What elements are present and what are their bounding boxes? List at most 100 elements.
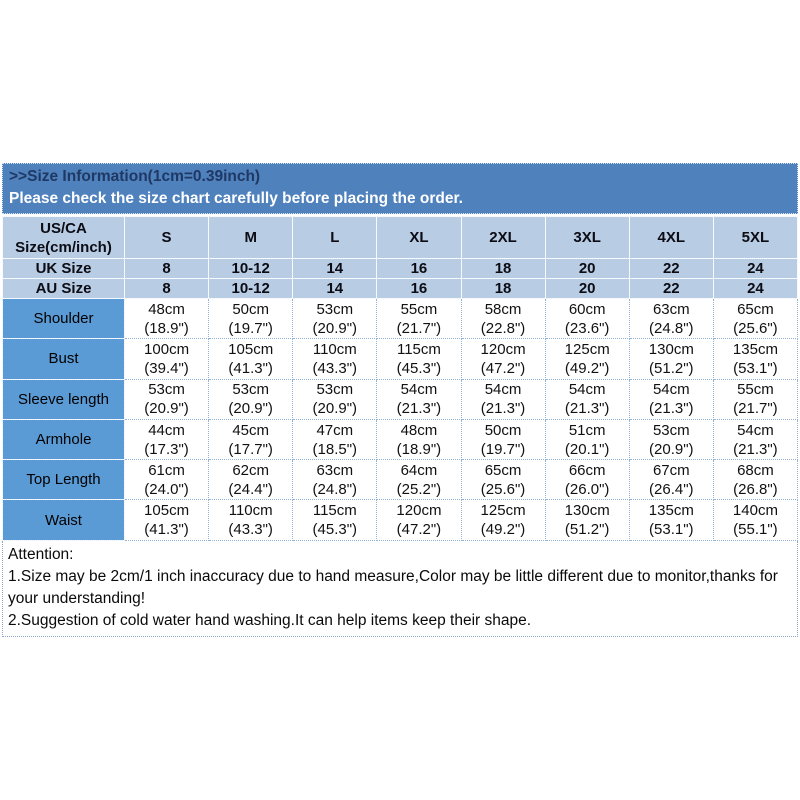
table-row-shoulder: Shoulder 48cm (18.9") 50cm (19.7") 53cm …: [2, 297, 799, 340]
size-cell: 54cm (21.3"): [460, 378, 546, 420]
size-cell: 65cm (25.6"): [712, 297, 799, 340]
size-cell: 47cm (18.5"): [292, 418, 378, 461]
table-row-bust: Bust 100cm (39.4") 105cm (41.3") 110cm (…: [2, 338, 799, 380]
size-cell: 100cm (39.4"): [123, 338, 210, 380]
table-row-top-length: Top Length 61cm (24.0") 62cm (24.4") 63c…: [2, 459, 799, 501]
size-cell: 115cm (45.3"): [376, 338, 462, 380]
banner-subtitle: Please check the size chart carefully be…: [9, 190, 463, 207]
size-cell: 130cm (51.2"): [544, 499, 630, 541]
corner-header-cell: US/CA Size(cm/inch): [2, 216, 125, 259]
uk-size-cell: 10-12: [208, 258, 294, 279]
size-cell: 62cm (24.4"): [208, 459, 294, 501]
row-label-waist: Waist: [2, 499, 125, 541]
size-cell: 48cm (18.9"): [376, 418, 462, 461]
size-cell: 44cm (17.3"): [123, 418, 210, 461]
table-row-armhole: Armhole 44cm (17.3") 45cm (17.7") 47cm (…: [2, 418, 799, 461]
size-cell: 51cm (20.1"): [544, 418, 630, 461]
size-cell: 135cm (53.1"): [712, 338, 799, 380]
au-size-cell: 16: [376, 278, 462, 299]
size-cell: 65cm (25.6"): [460, 459, 546, 501]
size-cell: 67cm (26.4"): [628, 459, 714, 501]
size-cell: 50cm (19.7"): [460, 418, 546, 461]
size-cell: 55cm (21.7"): [712, 378, 799, 420]
size-chart-content: >>Size Information(1cm=0.39inch) Please …: [2, 163, 799, 637]
uk-size-cell: 20: [544, 258, 630, 279]
size-cell: 120cm (47.2"): [460, 338, 546, 380]
row-label-bust: Bust: [2, 338, 125, 380]
size-cell: 53cm (20.9"): [123, 378, 210, 420]
row-label-sleeve-length: Sleeve length: [2, 378, 125, 420]
au-size-cell: 14: [292, 278, 378, 299]
size-cell: 60cm (23.6"): [544, 297, 630, 340]
au-size-label: AU Size: [2, 278, 125, 299]
size-cell: 68cm (26.8"): [712, 459, 799, 501]
size-cell: 61cm (24.0"): [123, 459, 210, 501]
size-cell: 53cm (20.9"): [292, 378, 378, 420]
size-table: US/CA Size(cm/inch) S M L XL 2XL 3XL 4XL…: [2, 216, 799, 541]
size-header-row: US/CA Size(cm/inch) S M L XL 2XL 3XL 4XL…: [2, 216, 799, 259]
size-cell: 63cm (24.8"): [292, 459, 378, 501]
size-cell: 135cm (53.1"): [628, 499, 714, 541]
uk-size-cell: 24: [712, 258, 799, 279]
size-cell: 54cm (21.3"): [712, 418, 799, 461]
table-row-sleeve-length: Sleeve length 53cm (20.9") 53cm (20.9") …: [2, 378, 799, 420]
size-cell: 130cm (51.2"): [628, 338, 714, 380]
size-cell: 105cm (41.3"): [208, 338, 294, 380]
size-cell: 66cm (26.0"): [544, 459, 630, 501]
au-size-cell: 20: [544, 278, 630, 299]
size-cell: 48cm (18.9"): [123, 297, 210, 340]
size-col-header-m: M: [208, 216, 294, 259]
uk-size-label: UK Size: [2, 258, 125, 279]
size-cell: 54cm (21.3"): [628, 378, 714, 420]
au-size-cell: 18: [460, 278, 546, 299]
size-col-header-s: S: [123, 216, 210, 259]
size-cell: 64cm (25.2"): [376, 459, 462, 501]
au-size-row: AU Size 8 10-12 14 16 18 20 22 24: [2, 278, 799, 299]
size-cell: 50cm (19.7"): [208, 297, 294, 340]
size-cell: 54cm (21.3"): [544, 378, 630, 420]
banner-title: >>Size Information(1cm=0.39inch): [9, 168, 261, 185]
size-cell: 55cm (21.7"): [376, 297, 462, 340]
row-label-shoulder: Shoulder: [2, 297, 125, 340]
size-cell: 45cm (17.7"): [208, 418, 294, 461]
au-size-cell: 10-12: [208, 278, 294, 299]
attention-note: Attention: 1.Size may be 2cm/1 inch inac…: [2, 540, 798, 637]
size-col-header-4xl: 4XL: [628, 216, 714, 259]
attention-line-1: 1.Size may be 2cm/1 inch inaccuracy due …: [8, 567, 778, 607]
size-cell: 125cm (49.2"): [544, 338, 630, 380]
uk-size-cell: 18: [460, 258, 546, 279]
size-cell: 115cm (45.3"): [292, 499, 378, 541]
size-col-header-xl: XL: [376, 216, 462, 259]
size-cell: 54cm (21.3"): [376, 378, 462, 420]
size-cell: 110cm (43.3"): [208, 499, 294, 541]
size-col-header-5xl: 5XL: [712, 216, 799, 259]
size-col-header-2xl: 2XL: [460, 216, 546, 259]
size-cell: 140cm (55.1"): [712, 499, 799, 541]
au-size-cell: 8: [123, 278, 210, 299]
uk-size-cell: 14: [292, 258, 378, 279]
uk-size-cell: 8: [123, 258, 210, 279]
uk-size-row: UK Size 8 10-12 14 16 18 20 22 24: [2, 258, 799, 279]
size-info-banner: >>Size Information(1cm=0.39inch) Please …: [2, 163, 798, 214]
size-cell: 120cm (47.2"): [376, 499, 462, 541]
row-label-top-length: Top Length: [2, 459, 125, 501]
size-col-header-3xl: 3XL: [544, 216, 630, 259]
row-label-armhole: Armhole: [2, 418, 125, 461]
au-size-cell: 24: [712, 278, 799, 299]
size-cell: 110cm (43.3"): [292, 338, 378, 380]
size-cell: 63cm (24.8"): [628, 297, 714, 340]
size-col-header-l: L: [292, 216, 378, 259]
uk-size-cell: 16: [376, 258, 462, 279]
attention-title: Attention:: [8, 545, 74, 563]
au-size-cell: 22: [628, 278, 714, 299]
table-row-waist: Waist 105cm (41.3") 110cm (43.3") 115cm …: [2, 499, 799, 541]
attention-line-2: 2.Suggestion of cold water hand washing.…: [8, 611, 532, 629]
size-cell: 105cm (41.3"): [123, 499, 210, 541]
size-cell: 53cm (20.9"): [208, 378, 294, 420]
size-cell: 53cm (20.9"): [628, 418, 714, 461]
uk-size-cell: 22: [628, 258, 714, 279]
size-cell: 58cm (22.8"): [460, 297, 546, 340]
size-cell: 53cm (20.9"): [292, 297, 378, 340]
size-cell: 125cm (49.2"): [460, 499, 546, 541]
